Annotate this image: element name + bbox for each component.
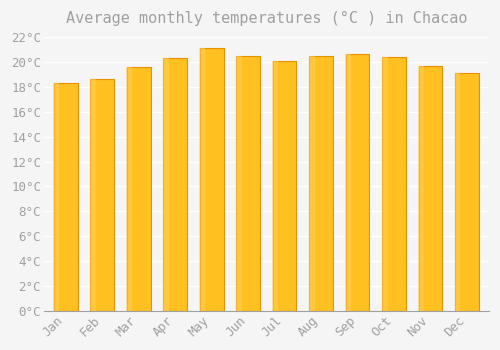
Bar xyxy=(163,58,168,311)
Bar xyxy=(127,67,150,311)
Bar xyxy=(454,73,460,311)
Bar xyxy=(382,57,406,311)
Bar xyxy=(273,61,296,311)
Bar xyxy=(236,56,260,311)
Bar xyxy=(54,83,78,311)
Bar xyxy=(126,67,132,311)
Bar xyxy=(54,83,60,311)
Title: Average monthly temperatures (°C ) in Chacao: Average monthly temperatures (°C ) in Ch… xyxy=(66,11,467,26)
Bar xyxy=(418,66,442,311)
Bar xyxy=(455,73,479,311)
Bar xyxy=(90,79,114,311)
Bar xyxy=(164,58,187,311)
Bar xyxy=(346,55,370,311)
Bar xyxy=(382,57,388,311)
Bar xyxy=(418,66,424,311)
Bar xyxy=(308,56,314,311)
Bar xyxy=(236,56,242,311)
Bar xyxy=(90,79,96,311)
Bar xyxy=(200,48,224,311)
Bar xyxy=(272,61,278,311)
Bar xyxy=(345,55,351,311)
Bar xyxy=(309,56,333,311)
Bar xyxy=(199,48,205,311)
